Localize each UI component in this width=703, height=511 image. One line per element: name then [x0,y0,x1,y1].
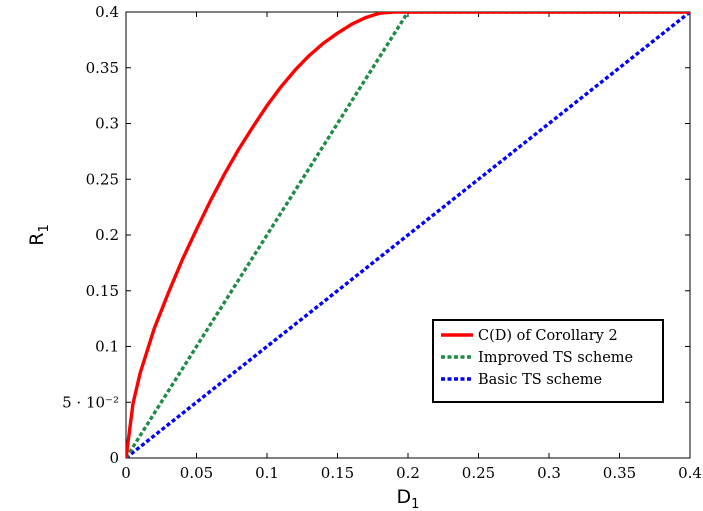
y-tick-label: 0.35 [86,59,119,77]
legend-label-0: C(D) of Corollary 2 [478,328,618,344]
series-line-2 [126,12,690,458]
x-tick-label: 0.05 [180,464,213,482]
y-tick-label: 5 · 10⁻² [62,393,119,411]
x-axis-label-main: D [397,486,412,508]
x-tick-label: 0.4 [678,464,702,482]
x-tick-label: 0.15 [321,464,354,482]
y-tick-label: 0.25 [86,170,119,188]
y-axis-label-sub: 1 [37,224,52,232]
y-tick-label: 0.3 [95,115,119,133]
legend: C(D) of Corollary 2 Improved TS scheme Bas… [432,319,664,403]
y-axis-label: R1 [26,224,52,245]
x-tick-label: 0.25 [462,464,495,482]
y-tick-label: 0.4 [95,3,119,21]
series-line-1 [126,12,690,458]
legend-label-1: Improved TS scheme [478,350,633,366]
y-tick-label: 0.1 [95,338,119,356]
y-tick-label: 0.2 [95,226,119,244]
x-tick-label: 0.3 [537,464,561,482]
x-tick-label: 0.2 [396,464,420,482]
y-axis-label-main: R [26,233,48,246]
x-axis-label: D1 [397,486,420,511]
series-layer [126,12,690,458]
ticks: 0 0.05 0.1 0.15 0.2 0.25 0.3 0.35 0.4 0 5 · 10⁻² 0.… [62,3,702,482]
y-tick-label: 0.15 [86,282,119,300]
x-axis-label-sub: 1 [411,497,419,511]
series-line-0 [126,12,690,458]
legend-label-2: Basic TS scheme [478,372,602,388]
x-tick-label: 0.35 [603,464,636,482]
x-tick-label: 0 [121,464,131,482]
y-tick-label: 0 [109,449,119,467]
x-tick-label: 0.1 [255,464,279,482]
